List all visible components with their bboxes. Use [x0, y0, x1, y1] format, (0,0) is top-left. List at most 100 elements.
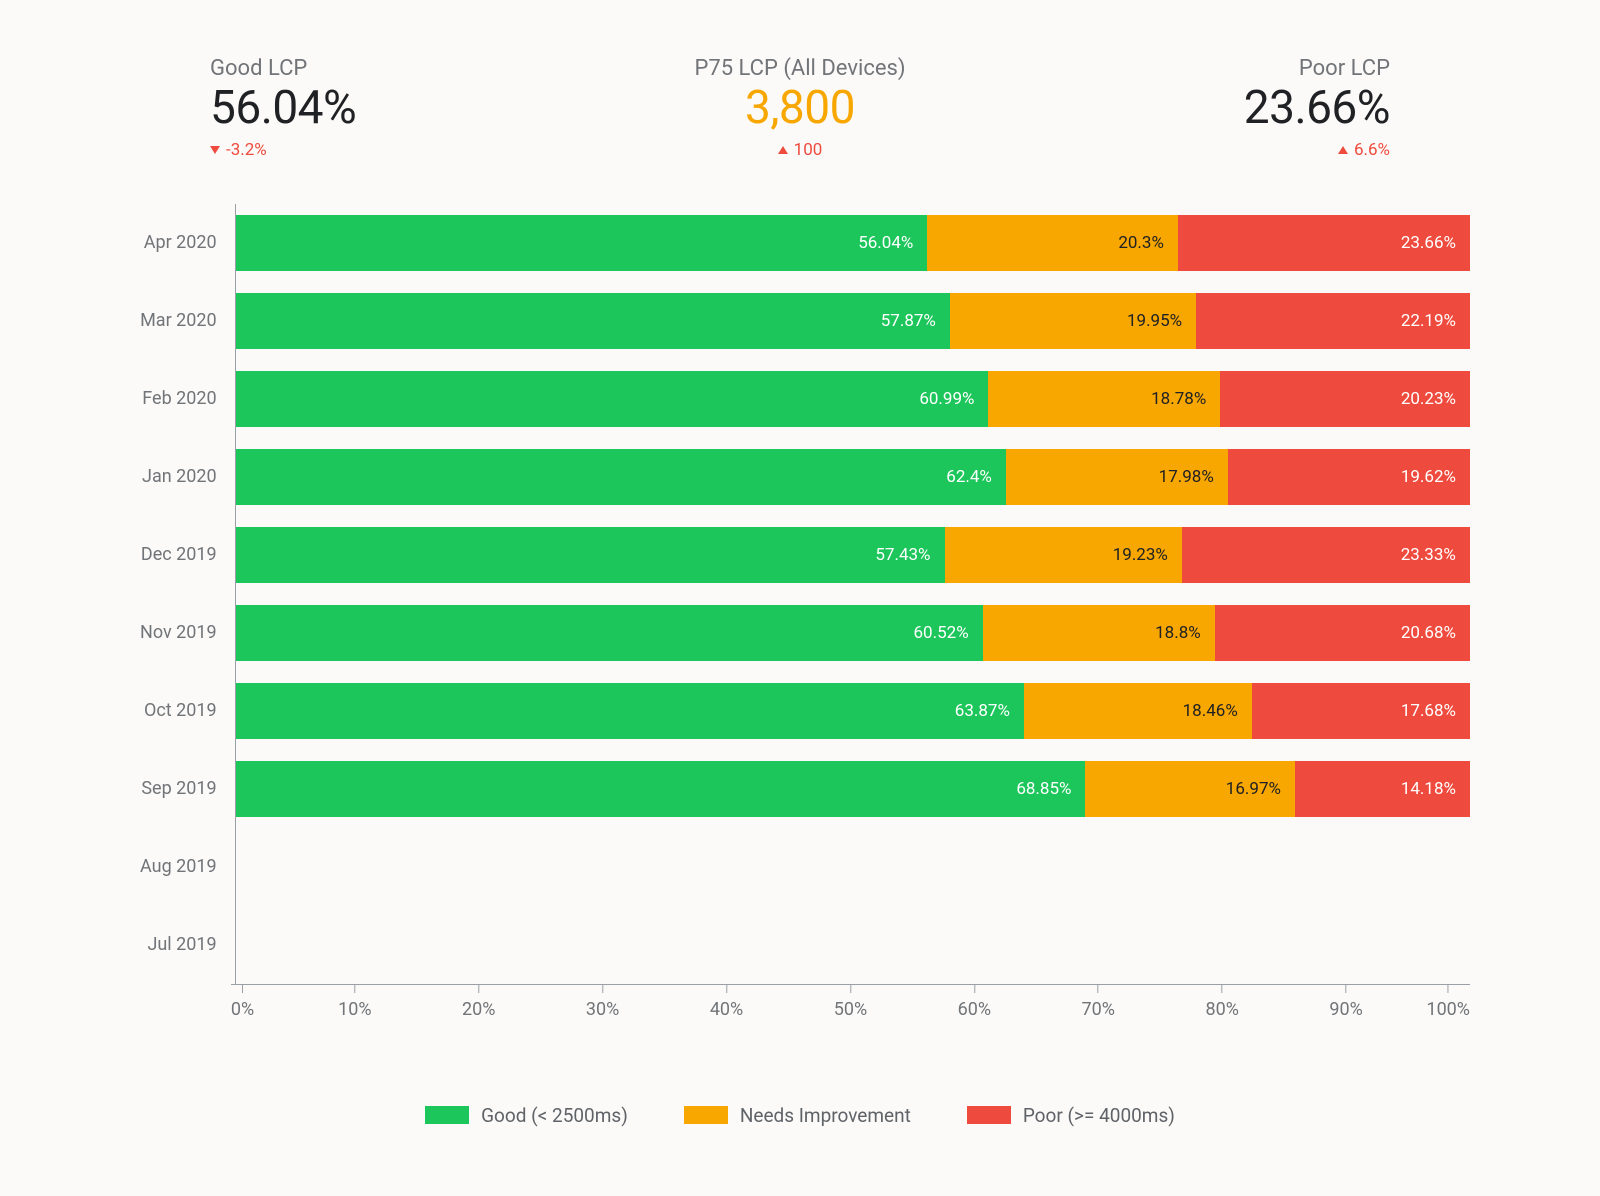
- metric-delta-value: 6.6%: [1354, 140, 1390, 160]
- legend-swatch: [967, 1106, 1011, 1124]
- chart-row: 62.4%17.98%19.62%: [236, 438, 1470, 516]
- bar-segment-needs: 17.98%: [1006, 449, 1228, 505]
- bar-segment-poor: 19.62%: [1228, 449, 1470, 505]
- bar-segment-good: 57.43%: [236, 527, 945, 583]
- bar-segment-good: 56.04%: [236, 215, 928, 271]
- stacked-bar: 60.52%18.8%20.68%: [236, 605, 1470, 661]
- bar-segment-poor: 20.23%: [1220, 371, 1470, 427]
- metric-label: Good LCP: [210, 56, 307, 81]
- chart-row: 57.87%19.95%22.19%: [236, 282, 1470, 360]
- bar-segment-poor: 22.19%: [1196, 293, 1470, 349]
- stacked-bar: 60.99%18.78%20.23%: [236, 371, 1470, 427]
- y-axis-labels: Apr 2020Mar 2020Feb 2020Jan 2020Dec 2019…: [140, 204, 235, 984]
- y-axis-label: Sep 2019: [141, 750, 216, 828]
- metric-good-lcp: Good LCP 56.04% -3.2%: [210, 56, 356, 160]
- x-axis: Apr 2020 0%10%20%30%40%50%60%70%80%90%10…: [140, 984, 1470, 1034]
- bar-segment-poor: 17.68%: [1252, 683, 1470, 739]
- bar-segment-needs: 19.95%: [950, 293, 1196, 349]
- chart-row: 68.85%16.97%14.18%: [236, 750, 1470, 828]
- y-axis-label: Aug 2019: [140, 828, 217, 906]
- x-tick: 50%: [834, 985, 867, 1020]
- bar-segment-needs: 18.78%: [988, 371, 1220, 427]
- arrow-up-icon: [1338, 146, 1348, 154]
- metric-delta: -3.2%: [210, 140, 267, 160]
- bar-segment-needs: 16.97%: [1085, 761, 1294, 817]
- metric-label: Poor LCP: [1299, 56, 1390, 81]
- bar-segment-poor: 23.66%: [1178, 215, 1470, 271]
- metric-delta: 100: [778, 140, 823, 160]
- bar-segment-needs: 18.8%: [983, 605, 1215, 661]
- metric-label: P75 LCP (All Devices): [694, 56, 905, 81]
- legend-label: Poor (>= 4000ms): [1023, 1104, 1175, 1127]
- metric-value: 56.04%: [210, 83, 356, 134]
- x-tick: 10%: [338, 985, 371, 1020]
- bar-segment-good: 60.52%: [236, 605, 983, 661]
- y-axis-label: Jul 2019: [147, 906, 216, 984]
- plot-area: 56.04%20.3%23.66% 57.87%19.95%22.19% 60.99…: [235, 204, 1470, 984]
- y-axis-label: Nov 2019: [140, 594, 217, 672]
- lcp-stacked-bar-chart: Apr 2020Mar 2020Feb 2020Jan 2020Dec 2019…: [140, 204, 1470, 984]
- bar-segment-good: 63.87%: [236, 683, 1024, 739]
- bars-container: 56.04%20.3%23.66% 57.87%19.95%22.19% 60.99…: [236, 204, 1470, 984]
- bar-segment-poor: 20.68%: [1215, 605, 1470, 661]
- stacked-bar: 57.87%19.95%22.19%: [236, 293, 1470, 349]
- x-tick: 80%: [1205, 985, 1238, 1020]
- lcp-dashboard: Good LCP 56.04% -3.2% P75 LCP (All Devic…: [0, 0, 1600, 1167]
- bar-segment-needs: 20.3%: [927, 215, 1178, 271]
- x-tick: 70%: [1082, 985, 1115, 1020]
- y-axis-label: Oct 2019: [144, 672, 217, 750]
- stacked-bar: 57.43%19.23%23.33%: [236, 527, 1470, 583]
- bar-segment-good: 62.4%: [236, 449, 1006, 505]
- bar-segment-good: 60.99%: [236, 371, 989, 427]
- legend-label: Needs Improvement: [740, 1104, 911, 1127]
- chart-row: 60.52%18.8%20.68%: [236, 594, 1470, 672]
- x-tick: 60%: [958, 985, 991, 1020]
- stacked-bar: 68.85%16.97%14.18%: [236, 761, 1470, 817]
- metric-value: 23.66%: [1244, 83, 1390, 134]
- arrow-up-icon: [778, 146, 788, 154]
- y-axis-label: Jan 2020: [142, 438, 217, 516]
- stacked-bar: 63.87%18.46%17.68%: [236, 683, 1470, 739]
- legend-item: Needs Improvement: [684, 1104, 911, 1127]
- legend-label: Good (< 2500ms): [481, 1104, 628, 1127]
- stacked-bar: [236, 917, 1470, 973]
- chart-row: 57.43%19.23%23.33%: [236, 516, 1470, 594]
- chart-row: 56.04%20.3%23.66%: [236, 204, 1470, 282]
- metric-value: 3,800: [745, 83, 855, 134]
- x-tick: 30%: [586, 985, 619, 1020]
- chart-row: [236, 906, 1470, 984]
- y-axis-label: Mar 2020: [140, 282, 217, 360]
- stacked-bar: 56.04%20.3%23.66%: [236, 215, 1470, 271]
- chart-row: 63.87%18.46%17.68%: [236, 672, 1470, 750]
- bar-segment-needs: 19.23%: [945, 527, 1182, 583]
- bar-segment-poor: 23.33%: [1182, 527, 1470, 583]
- metric-delta-value: 100: [794, 140, 823, 160]
- y-axis-label: Feb 2020: [142, 360, 216, 438]
- stacked-bar: [236, 839, 1470, 895]
- x-tick: 40%: [710, 985, 743, 1020]
- x-tick: 0%: [231, 985, 254, 1020]
- legend-swatch: [425, 1106, 469, 1124]
- chart-row: 60.99%18.78%20.23%: [236, 360, 1470, 438]
- x-tick: 20%: [462, 985, 495, 1020]
- bar-segment-poor: 14.18%: [1295, 761, 1470, 817]
- x-axis-ticks: 0% 10% 20% 30% 40% 50% 60% 70% 80% 90% 100%: [231, 984, 1470, 1034]
- metric-p75-lcp: P75 LCP (All Devices) 3,800 100: [694, 56, 905, 160]
- bar-segment-good: 68.85%: [236, 761, 1086, 817]
- y-axis-label: Apr 2020: [144, 204, 217, 282]
- metric-delta-value: -3.2%: [226, 140, 267, 160]
- legend-item: Poor (>= 4000ms): [967, 1104, 1175, 1127]
- stacked-bar: 62.4%17.98%19.62%: [236, 449, 1470, 505]
- metric-delta: 6.6%: [1338, 140, 1390, 160]
- x-tick: 100%: [1426, 985, 1470, 1020]
- legend-item: Good (< 2500ms): [425, 1104, 628, 1127]
- arrow-down-icon: [210, 146, 220, 154]
- bar-segment-needs: 18.46%: [1024, 683, 1252, 739]
- legend-swatch: [684, 1106, 728, 1124]
- metrics-summary: Good LCP 56.04% -3.2% P75 LCP (All Devic…: [100, 56, 1500, 160]
- legend: Good (< 2500ms) Needs Improvement Poor (>=…: [100, 1104, 1500, 1127]
- y-axis-label: Dec 2019: [141, 516, 217, 594]
- x-tick: 90%: [1329, 985, 1362, 1020]
- metric-poor-lcp: Poor LCP 23.66% 6.6%: [1244, 56, 1390, 160]
- chart-row: [236, 828, 1470, 906]
